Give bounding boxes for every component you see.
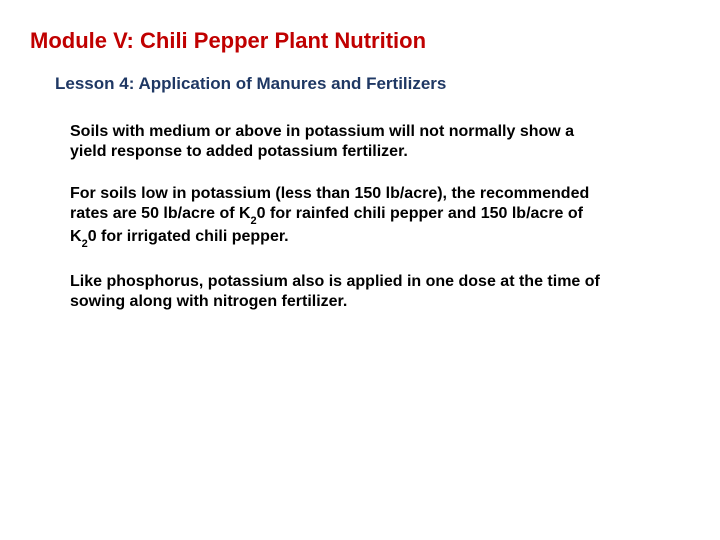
p2-subscript-2: 2 [82,238,88,250]
p2-text-3: 0 for irrigated chili pepper. [88,228,289,245]
paragraph-1: Soils with medium or above in potassium … [70,122,610,162]
p2-subscript-1: 2 [251,215,257,227]
paragraph-2: For soils low in potassium (less than 15… [70,184,610,250]
lesson-title: Lesson 4: Application of Manures and Fer… [25,74,700,94]
body-content: Soils with medium or above in potassium … [25,122,700,312]
paragraph-3: Like phosphorus, potassium also is appli… [70,272,610,312]
module-title: Module V: Chili Pepper Plant Nutrition [25,28,700,54]
